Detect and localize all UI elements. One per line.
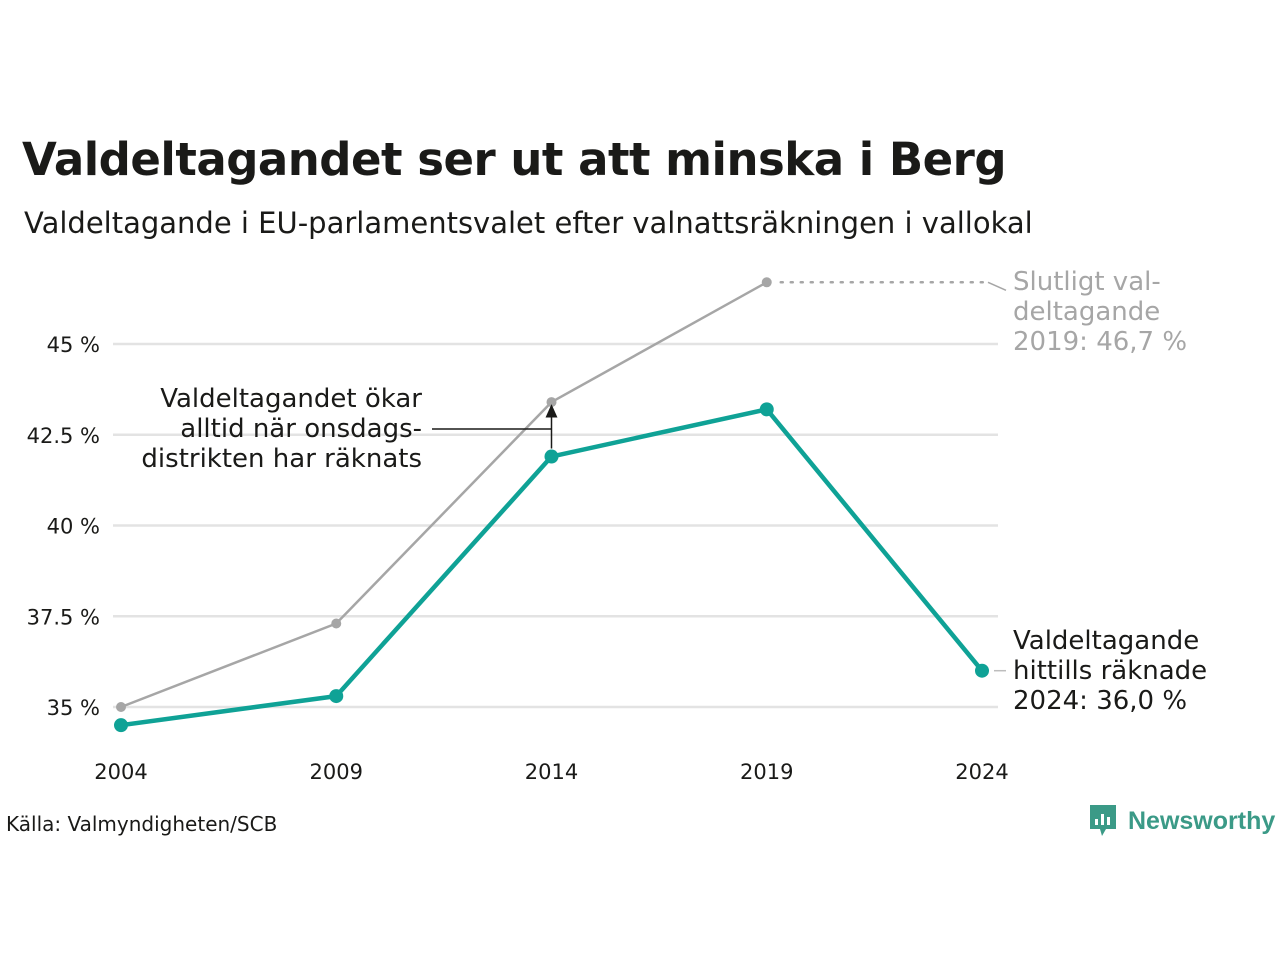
counted-series-point xyxy=(114,718,128,733)
counted-series-point xyxy=(544,449,559,464)
brand-name: Newsworthy xyxy=(1128,806,1276,835)
note-label-line: alltid när onsdags- xyxy=(180,414,422,444)
final-label-line: deltagande xyxy=(1013,297,1160,327)
counted-label: Valdeltagande hittills räknade 2024: 36,0 … xyxy=(1013,626,1207,716)
counted-label-line: 2024: 36,0 % xyxy=(1013,686,1187,716)
y-axis-ticks: 35 % 37.5 % 40 % 42.5 % 45 % xyxy=(27,333,100,720)
source-note: Källa: Valmyndigheten/SCB xyxy=(6,812,278,836)
final-label: Slutligt val-deltagande 2019: 46,7 % xyxy=(1013,267,1187,357)
annotations: Slutligt val-deltagande 2019: 46,7 % Valde… xyxy=(141,267,1207,716)
x-axis-ticks: 2004 2009 2014 2019 2024 xyxy=(94,760,1008,784)
y-tick-label: 40 % xyxy=(47,515,100,539)
y-tick-label: 45 % xyxy=(47,333,100,357)
counted-label-line: hittills räknade xyxy=(1013,656,1207,686)
newsworthy-logo-icon xyxy=(1090,805,1116,836)
final-label-line: Slutligt val- xyxy=(1013,267,1161,297)
x-tick-label: 2024 xyxy=(955,760,1008,784)
final-series-point xyxy=(331,618,342,629)
chart-subtitle: Valdeltagande i EU-parlamentsvalet efter… xyxy=(24,206,1033,240)
y-tick-label: 37.5 % xyxy=(27,605,100,629)
x-tick-label: 2019 xyxy=(740,760,793,784)
note-label: Valdeltagandet ökar alltid när onsdags-di… xyxy=(141,384,422,474)
y-tick-label: 35 % xyxy=(47,696,100,720)
note-label-line: Valdeltagandet ökar xyxy=(160,384,422,414)
final-series-point xyxy=(116,702,126,712)
final-leader-tick xyxy=(987,281,1007,291)
note-label-line: distrikten har räknats xyxy=(141,444,422,474)
y-tick-label: 42.5 % xyxy=(27,424,100,448)
x-tick-label: 2014 xyxy=(525,760,578,784)
series-lines xyxy=(114,277,989,733)
brand-logo[interactable]: Newsworthy xyxy=(1088,803,1275,839)
final-series-line xyxy=(120,281,768,709)
final-series-point xyxy=(546,397,557,408)
counted-series-point xyxy=(759,402,774,417)
counted-series-point xyxy=(975,663,989,678)
final-label-line: 2019: 46,7 % xyxy=(1013,327,1187,357)
x-tick-label: 2009 xyxy=(310,760,363,784)
chart-title: Valdeltagandet ser ut att minska i Berg xyxy=(22,133,1007,186)
counted-series-point xyxy=(329,689,344,704)
final-series-point xyxy=(761,277,772,288)
x-tick-label: 2004 xyxy=(94,760,147,784)
counted-label-line: Valdeltagande xyxy=(1013,626,1199,656)
